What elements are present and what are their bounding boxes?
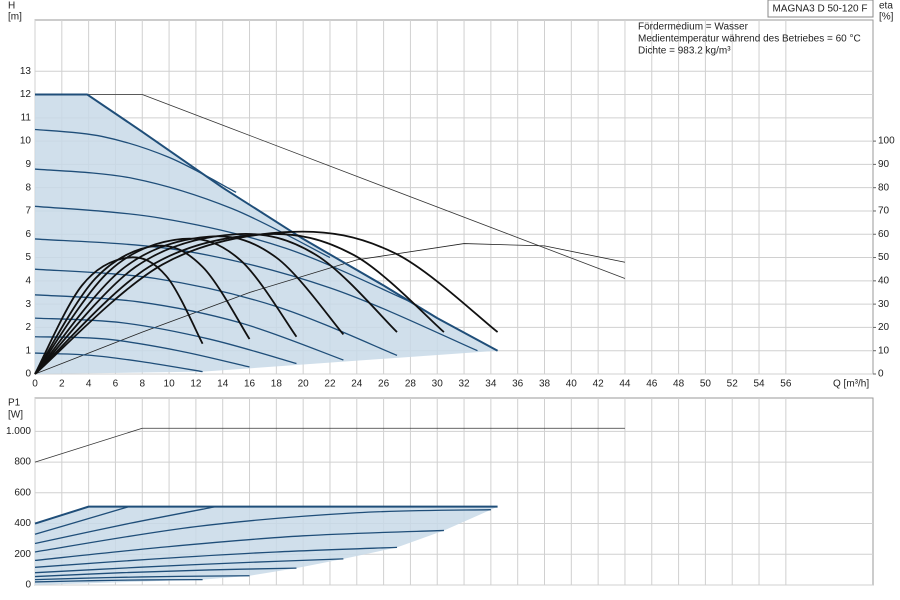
- curve: [35, 93, 499, 352]
- y-tick-label: 2: [25, 322, 31, 333]
- x-tick-label: 50: [700, 379, 712, 390]
- curve: [34, 230, 499, 375]
- annotation: Fördermedium = Wasser: [638, 22, 749, 33]
- x-tick-label: 32: [458, 379, 470, 390]
- y2-tick-label: 90: [878, 159, 890, 170]
- x-tick-label: 30: [432, 379, 444, 390]
- y-tick-label: 1: [25, 345, 31, 356]
- x-tick-label: 18: [271, 379, 283, 390]
- curve: [34, 575, 250, 581]
- y-tick-label: 800: [14, 457, 31, 468]
- y2-tick-label: 40: [878, 275, 890, 286]
- curve: [34, 427, 625, 463]
- y2-axis-label: eta: [879, 1, 893, 12]
- x-tick-label: 10: [164, 379, 176, 390]
- y-tick-label: 0: [25, 369, 31, 380]
- x-tick-label: 12: [190, 379, 202, 390]
- y-tick-label: 13: [20, 66, 32, 77]
- y-tick-label: 5: [25, 252, 31, 263]
- x-axis-label: Q [m³/h]: [833, 379, 869, 390]
- y-tick-label: 11: [21, 112, 32, 123]
- curve: [34, 567, 297, 578]
- y2-tick-label: 100: [878, 136, 895, 147]
- x-tick-label: 6: [113, 379, 119, 390]
- x-tick-label: 20: [298, 379, 310, 390]
- curve: [34, 578, 203, 583]
- y-tick-label: 12: [20, 89, 32, 100]
- curve: [34, 558, 344, 574]
- y-tick-label: 6: [25, 229, 31, 240]
- x-tick-label: 36: [512, 379, 524, 390]
- curve: [34, 506, 130, 535]
- y-tick-label: 9: [25, 159, 31, 170]
- curve: [34, 352, 203, 373]
- x-tick-label: 34: [485, 379, 497, 390]
- x-tick-label: 42: [593, 379, 605, 390]
- annotation: Medientemperatur während des Betriebes =…: [638, 34, 861, 45]
- x-tick-label: 46: [646, 379, 658, 390]
- y-tick-label: 4: [25, 275, 31, 286]
- curve: [34, 317, 297, 365]
- y-axis-unit: [m]: [8, 12, 22, 23]
- y2-tick-label: 30: [878, 299, 890, 310]
- y2-tick-label: 80: [878, 182, 890, 193]
- y-axis-unit: [W]: [8, 410, 23, 421]
- y-tick-label: 200: [14, 549, 31, 560]
- x-tick-label: 16: [244, 379, 256, 390]
- curve: [34, 509, 491, 553]
- curve: [34, 243, 626, 375]
- title-box: [767, 0, 874, 18]
- x-tick-label: 54: [753, 379, 765, 390]
- annotation: Dichte = 983.2 kg/m³: [638, 46, 731, 57]
- x-tick-label: 26: [378, 379, 390, 390]
- curve: [34, 505, 217, 545]
- operating-area: [35, 506, 498, 585]
- x-tick-label: 14: [217, 379, 229, 390]
- y-tick-label: 0: [25, 580, 31, 591]
- curve: [34, 268, 398, 356]
- x-tick-label: 44: [619, 379, 631, 390]
- y2-tick-label: 20: [878, 322, 890, 333]
- chart-title: MAGNA3 D 50-120 F: [772, 4, 867, 15]
- y-tick-label: 7: [25, 206, 31, 217]
- x-tick-label: 40: [566, 379, 578, 390]
- x-tick-label: 2: [59, 379, 65, 390]
- y-tick-label: 10: [20, 136, 32, 147]
- curve: [34, 505, 498, 525]
- curve: [34, 244, 251, 375]
- y-tick-label: 1.000: [6, 426, 31, 437]
- y2-tick-label: 0: [878, 369, 884, 380]
- curve: [34, 205, 411, 303]
- y2-axis-unit: [%]: [879, 12, 894, 23]
- y-tick-label: 8: [25, 182, 31, 193]
- x-tick-label: 52: [727, 379, 739, 390]
- curve: [34, 546, 398, 568]
- x-tick-label: 8: [139, 379, 145, 390]
- y-axis-label: P1: [8, 398, 21, 409]
- curve: [34, 168, 331, 259]
- y2-tick-label: 60: [878, 229, 890, 240]
- curve: [34, 237, 298, 375]
- x-tick-label: 24: [351, 379, 363, 390]
- x-tick-label: 38: [539, 379, 551, 390]
- y-tick-label: 400: [14, 518, 31, 529]
- x-tick-label: 56: [780, 379, 792, 390]
- curve: [34, 233, 398, 375]
- curve: [34, 256, 204, 375]
- y-tick-label: 600: [14, 487, 31, 498]
- x-tick-label: 22: [324, 379, 336, 390]
- curve: [34, 529, 444, 562]
- y2-tick-label: 50: [878, 252, 890, 263]
- x-tick-label: 0: [32, 379, 38, 390]
- y2-tick-label: 70: [878, 206, 890, 217]
- x-tick-label: 4: [86, 379, 92, 390]
- x-tick-label: 28: [405, 379, 417, 390]
- y-axis-label: H: [8, 1, 15, 12]
- x-tick-label: 48: [673, 379, 685, 390]
- y-tick-label: 3: [25, 299, 31, 310]
- curve: [34, 238, 478, 352]
- y2-tick-label: 10: [878, 345, 890, 356]
